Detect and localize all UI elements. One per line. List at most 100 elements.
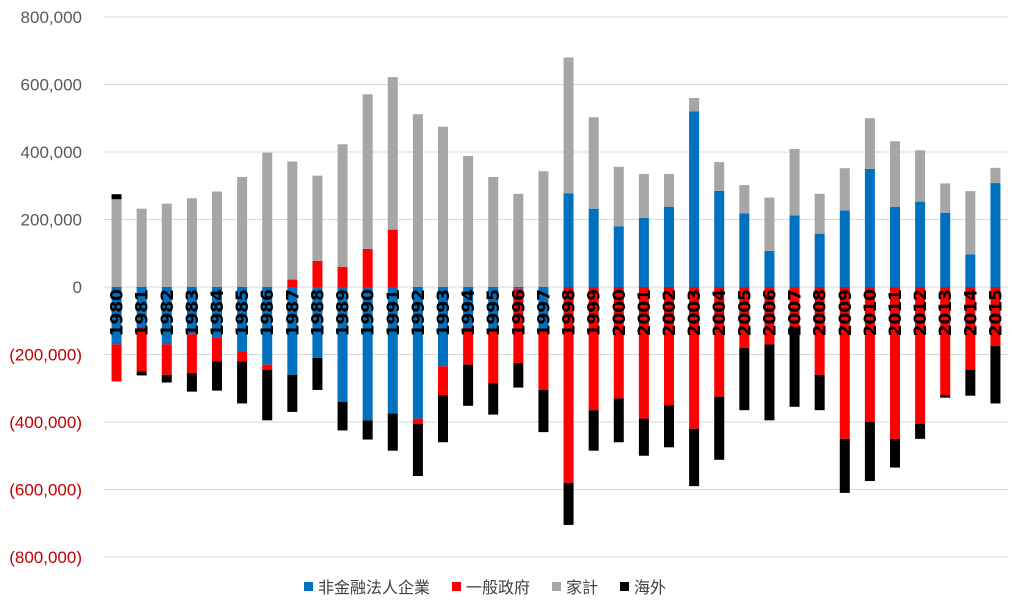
x-tick-label: 2001 bbox=[635, 289, 655, 336]
bar-segment-2007-2 bbox=[789, 148, 800, 216]
bar-segment-1991-3 bbox=[387, 413, 398, 451]
bar-segment-1996-2 bbox=[513, 193, 524, 287]
bar-segment-1988-0 bbox=[312, 287, 323, 358]
y-tick-label: 800,000 bbox=[21, 8, 82, 27]
bar-segment-1981-3 bbox=[136, 371, 147, 376]
y-tick-label: 200,000 bbox=[21, 211, 82, 230]
bar-segment-1993-3 bbox=[438, 395, 448, 443]
bar-segment-2002-0 bbox=[664, 206, 674, 287]
bar-segment-1994-0 bbox=[463, 287, 474, 328]
y-tick-label: 400,000 bbox=[21, 143, 82, 162]
bar-segment-2003-0 bbox=[689, 111, 700, 287]
bar-segment-2002-1 bbox=[664, 287, 674, 406]
bar-segment-1988-1 bbox=[312, 261, 323, 287]
bar-segment-1987-0 bbox=[287, 287, 298, 375]
bar-segment-1986-0 bbox=[262, 287, 273, 365]
y-axis-ticks: 800,000 600,000 400,000 200,000 0 (200,000) (4… bbox=[9, 8, 82, 567]
bar-segment-2000-2 bbox=[613, 166, 624, 227]
bar-segment-2008-2 bbox=[814, 193, 825, 234]
x-tick-label: 1998 bbox=[560, 289, 580, 336]
bar-segment-2004-0 bbox=[714, 190, 725, 287]
bar-segment-1993-1 bbox=[438, 366, 448, 395]
bar-segment-2013-1 bbox=[940, 287, 951, 395]
bar-segment-1980-2 bbox=[111, 199, 122, 287]
bar-segment-2004-3 bbox=[714, 396, 725, 460]
bar-segment-1998-3 bbox=[563, 482, 574, 525]
bar-segment-2012-0 bbox=[915, 201, 926, 287]
bar-segment-1994-1 bbox=[463, 327, 474, 365]
bar-segment-1995-2 bbox=[488, 176, 499, 287]
bar-segment-2009-3 bbox=[839, 438, 850, 493]
bar-segment-2014-0 bbox=[965, 254, 976, 287]
bar-segment-1981-1 bbox=[136, 327, 147, 372]
bar-segment-1982-1 bbox=[161, 344, 172, 375]
bar-segment-2014-1 bbox=[965, 287, 976, 370]
y-tick-label: (200,000) bbox=[9, 346, 82, 365]
bar-segment-1987-1 bbox=[287, 279, 298, 287]
x-tick-label: 2004 bbox=[710, 289, 730, 336]
bar-segment-2006-3 bbox=[764, 344, 775, 421]
bar-segment-1995-3 bbox=[488, 383, 499, 415]
bar-segment-2000-0 bbox=[613, 226, 624, 287]
x-tick-label: 2007 bbox=[786, 289, 806, 336]
bar-segment-1984-2 bbox=[212, 191, 222, 287]
x-tick-label: 2015 bbox=[986, 289, 1006, 336]
bar-segment-1982-0 bbox=[161, 287, 172, 345]
bar-segment-1984-0 bbox=[212, 287, 222, 338]
bar-segment-2013-0 bbox=[940, 212, 951, 287]
bar-segment-1997-2 bbox=[538, 171, 549, 287]
bar-segment-1998-2 bbox=[563, 57, 574, 194]
bar-segment-1985-3 bbox=[237, 361, 248, 404]
bar-segment-2000-3 bbox=[613, 398, 624, 443]
bar-segment-1996-1 bbox=[513, 288, 524, 363]
bar-segment-1990-1 bbox=[362, 248, 373, 287]
legend-label: 非金融法人企業 bbox=[318, 578, 430, 597]
bar-segment-2006-1 bbox=[764, 287, 775, 345]
legend: 非金融法人企業 一般政府 家計 海外 bbox=[304, 578, 666, 597]
gridlines bbox=[104, 16, 1008, 558]
bar-segment-2014-3 bbox=[965, 369, 976, 396]
bar-segment-1981-0 bbox=[136, 287, 147, 328]
bar-segment-2008-0 bbox=[814, 233, 825, 287]
bar-segment-1985-1 bbox=[237, 351, 248, 362]
y-tick-label: 0 bbox=[73, 278, 82, 297]
bar-segment-1993-0 bbox=[438, 287, 448, 367]
bar-segment-1997-3 bbox=[538, 389, 549, 433]
bar-segment-2014-2 bbox=[965, 191, 976, 255]
bar-segment-2011-3 bbox=[890, 438, 900, 468]
bar-segment-1980-1 bbox=[111, 344, 122, 382]
bar-segment-2011-1 bbox=[890, 287, 900, 439]
bar-segment-1995-0 bbox=[488, 287, 499, 330]
x-tick-label: 1990 bbox=[359, 289, 379, 336]
bar-segment-1998-0 bbox=[563, 193, 574, 287]
x-tick-label: 1984 bbox=[208, 289, 228, 336]
x-tick-label: 1992 bbox=[409, 289, 429, 336]
x-tick-label: 1991 bbox=[384, 289, 404, 336]
bar-segment-1985-0 bbox=[237, 287, 248, 352]
bar-segment-2001-0 bbox=[638, 217, 649, 287]
bar-segment-1999-2 bbox=[588, 117, 599, 209]
x-tick-label: 2014 bbox=[961, 289, 981, 336]
bar-segment-2004-2 bbox=[714, 162, 725, 191]
bar-segment-1989-3 bbox=[337, 401, 348, 431]
x-tick-label: 1993 bbox=[434, 289, 454, 336]
bar-segment-1994-3 bbox=[463, 364, 474, 406]
bar-segment-2008-1 bbox=[814, 287, 825, 375]
x-tick-label: 2008 bbox=[811, 289, 831, 336]
bar-segment-2002-2 bbox=[664, 173, 674, 207]
x-tick-label: 2009 bbox=[836, 289, 856, 336]
bar-segment-2009-0 bbox=[839, 210, 850, 287]
bar-segment-2003-1 bbox=[689, 287, 700, 429]
x-tick-label: 2005 bbox=[735, 289, 755, 336]
x-tick-label: 2011 bbox=[886, 289, 906, 336]
bar-segment-2015-2 bbox=[990, 167, 1001, 184]
bar-segment-2005-2 bbox=[739, 185, 750, 214]
x-tick-label: 1996 bbox=[509, 289, 529, 336]
bar-segment-1999-3 bbox=[588, 410, 599, 451]
x-tick-label: 1999 bbox=[585, 289, 605, 336]
x-tick-label: 1995 bbox=[484, 289, 504, 336]
bar-segment-1990-3 bbox=[362, 420, 373, 440]
y-tick-label: (400,000) bbox=[9, 413, 82, 432]
x-tick-label: 1985 bbox=[233, 289, 253, 336]
bar-segment-1986-3 bbox=[262, 369, 273, 421]
